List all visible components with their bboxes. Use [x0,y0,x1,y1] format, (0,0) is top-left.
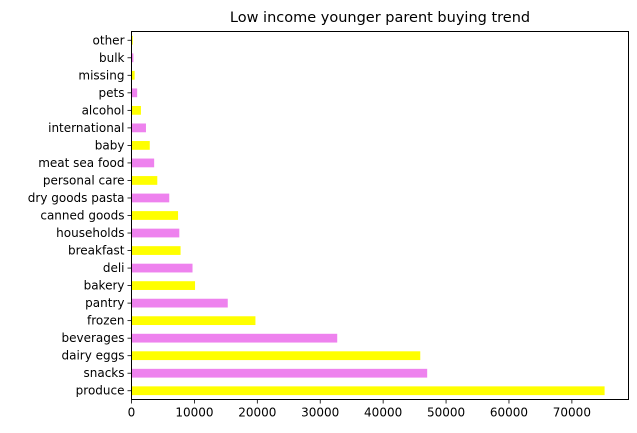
bar-missing [131,70,135,80]
bar-international [131,123,146,133]
y-tick-label: pantry [85,296,124,310]
y-tick-label: canned goods [40,209,124,223]
x-tick-label: 50000 [427,406,465,420]
y-tick-label: snacks [83,366,124,380]
y-tick-label: produce [76,384,125,398]
x-tick-label: 0 [128,406,136,420]
y-tick-label: baby [95,138,125,152]
bar-meat-sea-food [131,158,155,168]
y-tick-label: missing [78,68,124,82]
y-tick-label: frozen [87,314,125,328]
y-tick-label: personal care [43,173,125,187]
x-tick-label: 20000 [238,406,276,420]
bar-deli [131,263,193,273]
x-tick-label: 40000 [364,406,402,420]
bar-pets [131,88,138,98]
y-tick-label: bulk [99,51,125,65]
bar-households [131,228,180,238]
bar-other [131,35,133,45]
y-tick-label: other [93,33,125,47]
y-tick-label: international [48,121,124,135]
y-tick-label: dairy eggs [61,349,124,363]
x-tick-label: 10000 [175,406,213,420]
bar-dry-goods-pasta [131,193,170,203]
bar-frozen [131,316,256,326]
bar-beverages [131,333,338,343]
plot-frame [131,31,629,400]
bar-bakery [131,281,196,290]
y-tick-label: breakfast [68,244,125,258]
y-axis: produce snacks dairy eggs beverages frozen pa… [28,33,132,398]
x-tick-label: 30000 [301,406,339,420]
bar-produce [131,386,605,396]
bar-alcohol [131,105,141,115]
y-tick-label: dry goods pasta [28,191,125,205]
bar-pantry [131,298,228,308]
bar-bulk [131,53,134,63]
x-tick-label: 70000 [553,406,591,420]
bar-snacks [131,368,428,378]
y-tick-label: bakery [84,279,125,293]
y-tick-label: households [56,226,124,240]
y-tick-label: pets [99,86,125,100]
bars-group [131,35,605,396]
bar-dairy-eggs [131,351,421,361]
chart-title: Low income younger parent buying trend [230,10,530,26]
bar-personal-care [131,176,158,185]
bar-breakfast [131,246,181,255]
bar-baby [131,141,150,150]
y-tick-label: beverages [61,331,124,345]
y-tick-label: meat sea food [38,156,124,170]
y-tick-label: alcohol [82,103,125,117]
x-tick-label: 60000 [490,406,528,420]
bar-canned-goods [131,211,179,220]
x-axis: 0 10000 20000 30000 40000 50000 60000 70000 [128,399,591,420]
y-tick-label: deli [103,261,125,275]
